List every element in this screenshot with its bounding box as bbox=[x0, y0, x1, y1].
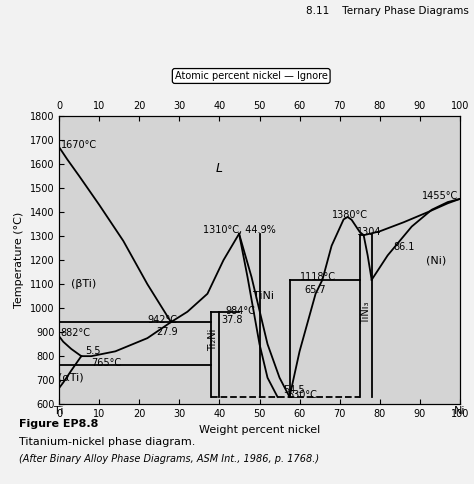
Text: TiNi₃: TiNi₃ bbox=[361, 302, 371, 324]
Text: 1310°C, 44.9%: 1310°C, 44.9% bbox=[203, 225, 275, 235]
Text: L: L bbox=[216, 163, 223, 176]
Y-axis label: Temperature (°C): Temperature (°C) bbox=[14, 212, 24, 308]
Text: (Ni): (Ni) bbox=[426, 255, 446, 265]
Text: Ti₂Ni: Ti₂Ni bbox=[209, 328, 219, 350]
Text: 5.5: 5.5 bbox=[85, 347, 101, 356]
Text: (βTi): (βTi) bbox=[71, 279, 96, 289]
Text: 765°C: 765°C bbox=[91, 358, 121, 368]
Text: (αTi): (αTi) bbox=[58, 373, 84, 383]
Text: 882°C: 882°C bbox=[61, 328, 91, 338]
Text: Figure EP8.8: Figure EP8.8 bbox=[19, 419, 98, 429]
Text: 942°C: 942°C bbox=[147, 315, 177, 325]
Text: 54.5: 54.5 bbox=[283, 385, 305, 395]
Text: 37.8: 37.8 bbox=[221, 315, 243, 325]
X-axis label: Weight percent nickel: Weight percent nickel bbox=[199, 424, 320, 435]
Text: 1455°C: 1455°C bbox=[421, 191, 458, 201]
Text: 86.1: 86.1 bbox=[393, 242, 414, 252]
Text: Ni: Ni bbox=[454, 406, 465, 416]
Text: Ti: Ti bbox=[55, 406, 64, 416]
Text: 65.7: 65.7 bbox=[305, 285, 327, 295]
Text: (After Binary Alloy Phase Diagrams, ASM Int., 1986, p. 1768.): (After Binary Alloy Phase Diagrams, ASM … bbox=[19, 454, 319, 464]
Text: 8.11    Ternary Phase Diagrams: 8.11 Ternary Phase Diagrams bbox=[306, 6, 469, 16]
Text: 1118°C: 1118°C bbox=[300, 272, 336, 283]
Text: Titanium-nickel phase diagram.: Titanium-nickel phase diagram. bbox=[19, 437, 195, 447]
Text: 984°C: 984°C bbox=[226, 305, 255, 316]
Text: 1670°C: 1670°C bbox=[61, 140, 97, 150]
Text: TiNi: TiNi bbox=[253, 291, 274, 301]
Text: 27.9: 27.9 bbox=[156, 327, 178, 337]
Text: 1304: 1304 bbox=[357, 227, 382, 237]
Text: 630°C: 630°C bbox=[288, 390, 318, 400]
Text: Atomic percent nickel — Ignore: Atomic percent nickel — Ignore bbox=[175, 71, 328, 81]
Text: 1380°C: 1380°C bbox=[332, 210, 368, 220]
